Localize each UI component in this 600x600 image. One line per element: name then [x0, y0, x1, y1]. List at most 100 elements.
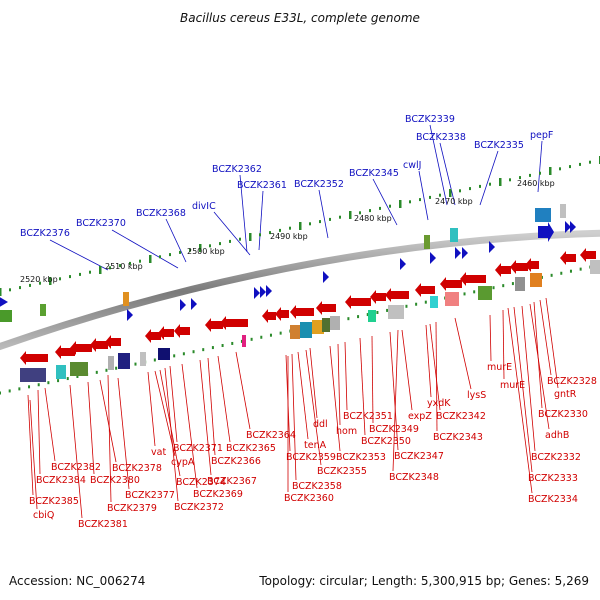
scale-label: 2470 kbp: [435, 197, 473, 206]
genome-title: Bacillus cereus E33L, complete genome: [180, 11, 420, 25]
leader-line: [217, 355, 231, 443]
gene-reverse: [316, 301, 336, 315]
scale-tick: [329, 217, 331, 221]
gene-label-reverse: BCZK2347: [394, 451, 444, 462]
gene-reverse: [145, 329, 161, 343]
gene-label-forward: BCZK2368: [136, 208, 186, 219]
gene-label-reverse: BCZK2359: [286, 452, 336, 463]
scale-tick: [459, 189, 461, 193]
scale-tick: [99, 266, 102, 274]
scale-tick: [76, 374, 79, 378]
gene-reverse: [55, 345, 75, 359]
gene-feature-box: [123, 292, 129, 306]
gene-label-reverse: BCZK2330: [538, 409, 588, 420]
scale-tick: [489, 182, 491, 186]
gene-label-forward: BCZK2338: [416, 132, 466, 143]
scale-tick: [529, 173, 531, 177]
scale-tick: [386, 308, 389, 312]
gene-reverse: [525, 258, 539, 272]
scale-tick: [18, 387, 21, 391]
scale-tick: [179, 250, 181, 254]
gene-label-reverse: yxdK: [427, 398, 451, 409]
scale-tick: [509, 178, 511, 182]
gene-label-reverse: BCZK2371: [173, 443, 223, 454]
scale-tick: [231, 341, 234, 345]
scale-tick: [37, 383, 40, 387]
gene-label-reverse: cbiQ: [33, 510, 54, 521]
scale-tick: [589, 160, 591, 164]
red-leader-lines: [27, 297, 559, 519]
scale-tick: [519, 176, 521, 180]
gene-label-reverse: gntR: [554, 389, 577, 400]
leader-line: [69, 384, 83, 519]
scale-tick: [549, 167, 552, 175]
leader-line: [297, 351, 309, 440]
scale-tick: [134, 362, 137, 366]
gene-label-reverse: BCZK2369: [193, 489, 243, 500]
leader-line: [425, 324, 432, 398]
scale-tick: [349, 211, 352, 219]
scale-tick: [269, 231, 271, 235]
gene-label-reverse: cypA: [171, 457, 195, 468]
gene-label-forward: BCZK2361: [237, 180, 287, 191]
gene-label-reverse: BCZK2365: [226, 443, 276, 454]
leader-line: [305, 349, 322, 466]
gene-reverse: [220, 316, 248, 330]
leader-line: [545, 297, 559, 389]
gene-feature-box: [330, 316, 340, 330]
scale-tick: [149, 255, 152, 263]
scale-tick: [424, 300, 427, 304]
gene-label-reverse: BCZK2382: [51, 462, 101, 473]
leader-line: [507, 307, 533, 494]
leader-line: [371, 335, 374, 424]
gene-label-forward: BCZK2335: [474, 140, 524, 151]
scale-tick: [57, 379, 60, 383]
gene-label-reverse: BCZK2343: [433, 432, 483, 443]
gene-feature-box: [530, 273, 542, 287]
scale-tick: [219, 242, 221, 246]
leader-line: [401, 329, 413, 411]
gene-reverse: [275, 307, 289, 321]
leader-line: [389, 331, 399, 451]
gene-forward: [538, 222, 554, 242]
gene-forward: [462, 247, 468, 259]
scale-tick: [539, 171, 541, 175]
scale-tick: [105, 368, 108, 372]
gene-label-reverse: BCZK2333: [528, 473, 578, 484]
scale-tick: [47, 381, 50, 385]
scale-tick: [66, 377, 69, 381]
gene-label-reverse: BCZK2355: [317, 466, 367, 477]
gene-label-reverse: BCZK2378: [112, 463, 162, 474]
gene-reverse: [560, 251, 576, 265]
gene-forward: [323, 271, 329, 283]
scale-tick: [8, 389, 11, 393]
gene-feature-box: [515, 277, 525, 291]
scale-tick: [479, 184, 481, 188]
leader-line: [111, 229, 179, 269]
scale-tick: [153, 358, 156, 362]
scale-tick: [249, 233, 252, 241]
gene-label-reverse: BCZK2377: [125, 490, 175, 501]
gene-label-forward: BCZK2352: [294, 179, 344, 190]
gene-feature-box: [388, 305, 404, 319]
scale-tick: [409, 200, 411, 204]
scale-tick: [359, 211, 361, 215]
genome-summary: Topology: circular; Length: 5,300,915 bp…: [258, 574, 589, 588]
scale-tick: [419, 198, 421, 202]
leader-line: [44, 387, 56, 462]
leader-line: [429, 323, 441, 411]
scale-label: 2520 kbp: [20, 275, 58, 284]
gene-label-reverse: BCZK2358: [292, 481, 342, 492]
leader-line: [199, 359, 212, 476]
scale-tick: [279, 331, 282, 335]
scale-tick: [429, 195, 431, 199]
gene-label-reverse: adhB: [545, 430, 569, 441]
scale-tick: [169, 253, 171, 257]
gene-label-forward: BCZK2370: [76, 218, 126, 229]
scale-tick: [192, 350, 195, 354]
leader-line: [537, 140, 543, 193]
scale-tick: [499, 178, 502, 186]
scale-tick: [269, 333, 272, 337]
scale-tick: [299, 222, 302, 230]
gene-forward: [260, 286, 266, 298]
